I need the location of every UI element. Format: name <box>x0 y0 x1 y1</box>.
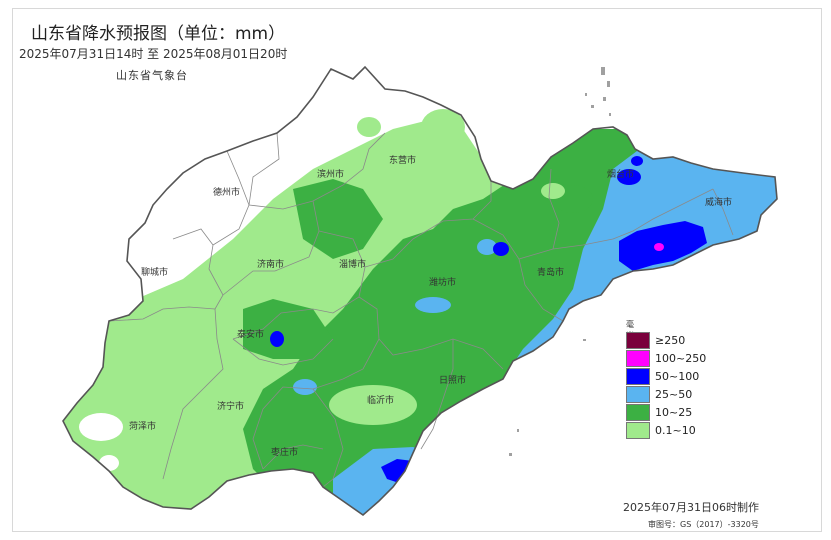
issuing-agency: 山东省气象台 <box>116 69 188 82</box>
city-boundaries <box>108 132 734 488</box>
legend-swatch <box>626 403 650 421</box>
city-label-qingdao: 青岛市 <box>537 266 564 278</box>
city-label-rizhao: 日照市 <box>439 374 466 386</box>
no-rain-patch <box>79 413 123 441</box>
forecast-period: 2025年07月31日14时 至 2025年08月01日20时 <box>19 47 288 61</box>
legend-item: 100~250 <box>626 349 706 367</box>
city-label-linyi: 临沂市 <box>367 394 394 406</box>
rain-patch-light <box>301 271 349 307</box>
city-labels: 德州市 滨州市 东营市 聊城市 济南市 淄博市 潍坊市 青岛市 烟台市 威海市 … <box>129 154 732 458</box>
rain-patch-very-heavy <box>617 169 641 185</box>
rain-patch-light <box>421 109 465 145</box>
province-outline <box>62 65 778 517</box>
city-label-binzhou: 滨州市 <box>317 168 344 180</box>
legend-label: 50~100 <box>655 369 700 383</box>
rain-patch-very-heavy <box>270 331 284 347</box>
legend-label: 25~50 <box>655 387 693 401</box>
city-label-zaozhuang: 枣庄市 <box>271 446 298 458</box>
city-label-taian: 泰安市 <box>237 328 264 340</box>
legend-item: ≥250 <box>626 331 685 349</box>
production-time: 2025年07月31日06时制作 <box>623 501 759 514</box>
rain-patch-heavy <box>293 379 317 395</box>
legend-label: 0.1~10 <box>655 423 696 437</box>
city-label-heze: 菏泽市 <box>129 420 156 432</box>
legend-label: ≥250 <box>655 333 686 347</box>
legend-label: 100~250 <box>655 351 707 365</box>
rain-patch-heavy <box>415 297 451 313</box>
legend-swatch <box>626 331 650 349</box>
rain-patch-extreme <box>654 243 664 251</box>
forecast-map-panel: 德州市 滨州市 东营市 聊城市 济南市 淄博市 潍坊市 青岛市 烟台市 威海市 … <box>12 8 822 532</box>
city-label-dongying: 东营市 <box>389 154 416 166</box>
map-title: 山东省降水预报图（单位：mm） <box>31 24 286 44</box>
precipitation-map: 德州市 滨州市 东营市 聊城市 济南市 淄博市 潍坊市 青岛市 烟台市 威海市 … <box>62 65 778 517</box>
no-rain-patch <box>99 455 119 471</box>
islands <box>509 67 611 456</box>
legend-item: 10~25 <box>626 403 692 421</box>
rain-zone-moderate <box>243 299 333 359</box>
city-label-weihai: 威海市 <box>705 196 732 208</box>
rain-patch-light <box>329 385 417 425</box>
city-label-jining: 济宁市 <box>217 400 244 412</box>
city-label-zibo: 淄博市 <box>339 258 366 270</box>
rain-patch-very-heavy <box>493 242 509 256</box>
rain-patch-heavy <box>477 239 497 255</box>
rain-patch-light <box>357 117 381 137</box>
legend-item: 25~50 <box>626 385 692 403</box>
rain-patch-very-heavy <box>631 156 643 166</box>
legend-swatch <box>626 421 650 439</box>
map-approval-number: 审图号：GS（2017）-3320号 <box>648 520 759 529</box>
legend-item: 0.1~10 <box>626 421 696 439</box>
city-label-liaocheng: 聊城市 <box>141 266 168 278</box>
city-label-jinan: 济南市 <box>257 258 284 270</box>
city-label-yantai: 烟台市 <box>607 168 634 180</box>
legend-item: 50~100 <box>626 367 699 385</box>
legend-swatch <box>626 367 650 385</box>
legend-swatch <box>626 349 650 367</box>
legend-swatch <box>626 385 650 403</box>
city-label-dezhou: 德州市 <box>213 186 240 198</box>
city-label-weifang: 潍坊市 <box>429 276 456 288</box>
rain-patch-light <box>541 183 565 199</box>
legend-label: 10~25 <box>655 405 693 419</box>
